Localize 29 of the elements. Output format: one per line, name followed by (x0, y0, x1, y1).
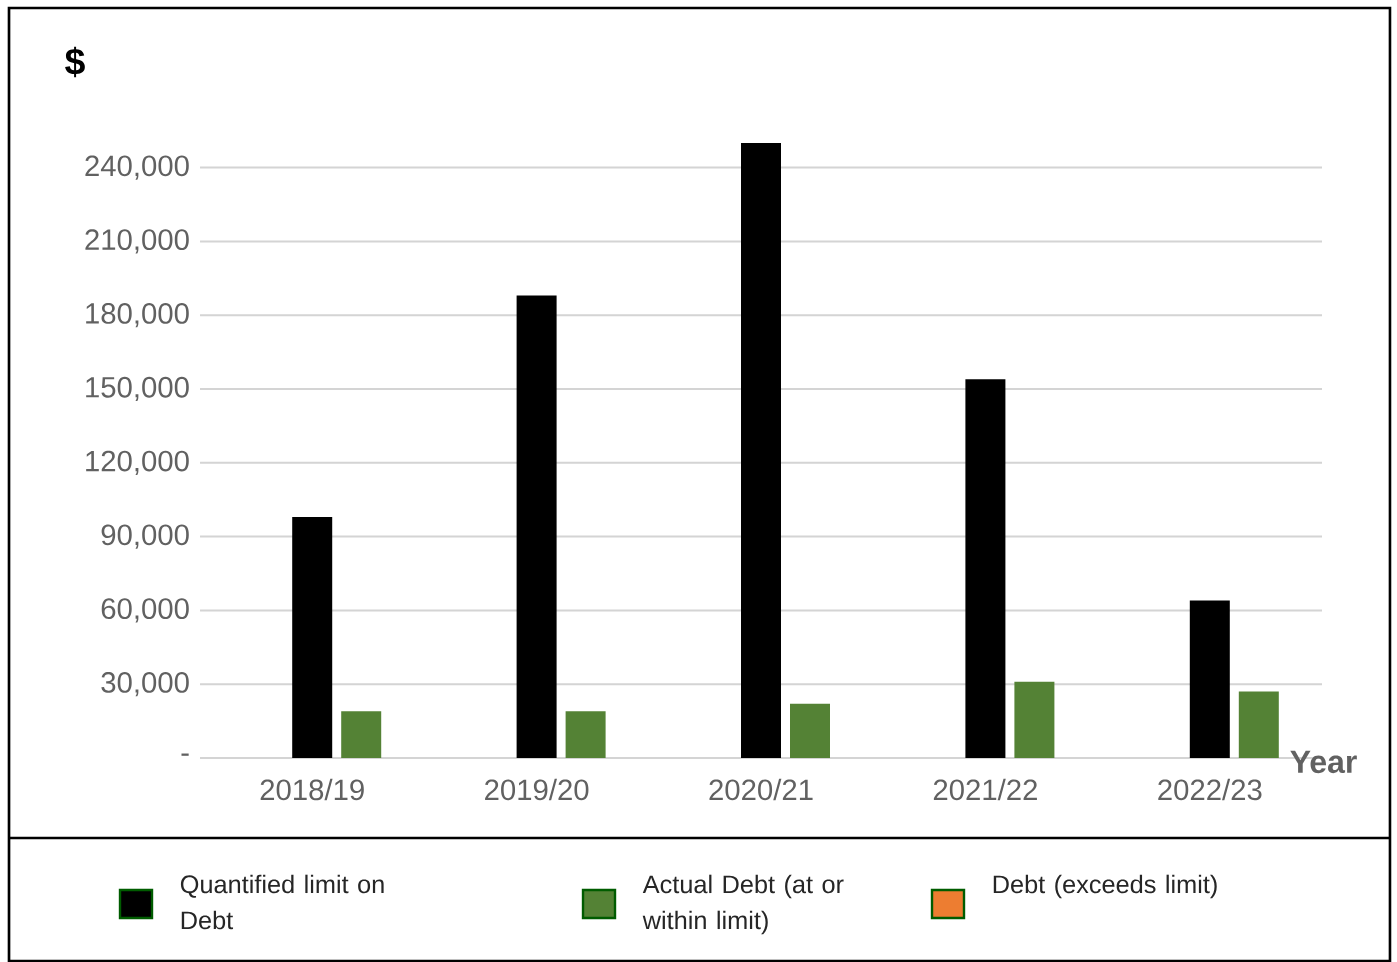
bar (565, 711, 606, 758)
bar (965, 378, 1006, 758)
x-tick-label: 2021/22 (933, 778, 1037, 801)
y-tick-label: 90,000 (101, 524, 189, 549)
bar (1014, 681, 1055, 758)
legend-label: Quantified limit on Debt (180, 874, 384, 930)
legend-label: Debt (exceeds limit) (993, 874, 1217, 899)
bar (516, 295, 557, 758)
bar (292, 516, 333, 758)
y-tick-label: 30,000 (101, 671, 189, 697)
bar (741, 142, 781, 758)
bar (1238, 691, 1279, 758)
x-tick-label: 2019/20 (485, 778, 589, 801)
y-tick-label: 240,000 (85, 155, 189, 180)
bar (1189, 600, 1230, 758)
annotation: Year (1290, 750, 1357, 773)
y-tick-label: 120,000 (86, 450, 189, 475)
text: $ (65, 46, 85, 78)
x-tick-label: 2020/21 (709, 778, 813, 801)
y-tick-label: 150,000 (86, 376, 189, 401)
x-tick-label: 2018/19 (260, 778, 364, 801)
bar (790, 703, 830, 758)
y-tick-label: 180,000 (86, 302, 189, 328)
y-tick-label: 60,000 (101, 598, 189, 623)
bar (341, 711, 382, 758)
legend-label: Actual Debt (at or within limit) (642, 874, 844, 935)
x-tick-label: 2022/23 (1158, 778, 1262, 801)
y-tick-label: 210,000 (85, 229, 189, 254)
y-tick-label: - (181, 753, 189, 756)
